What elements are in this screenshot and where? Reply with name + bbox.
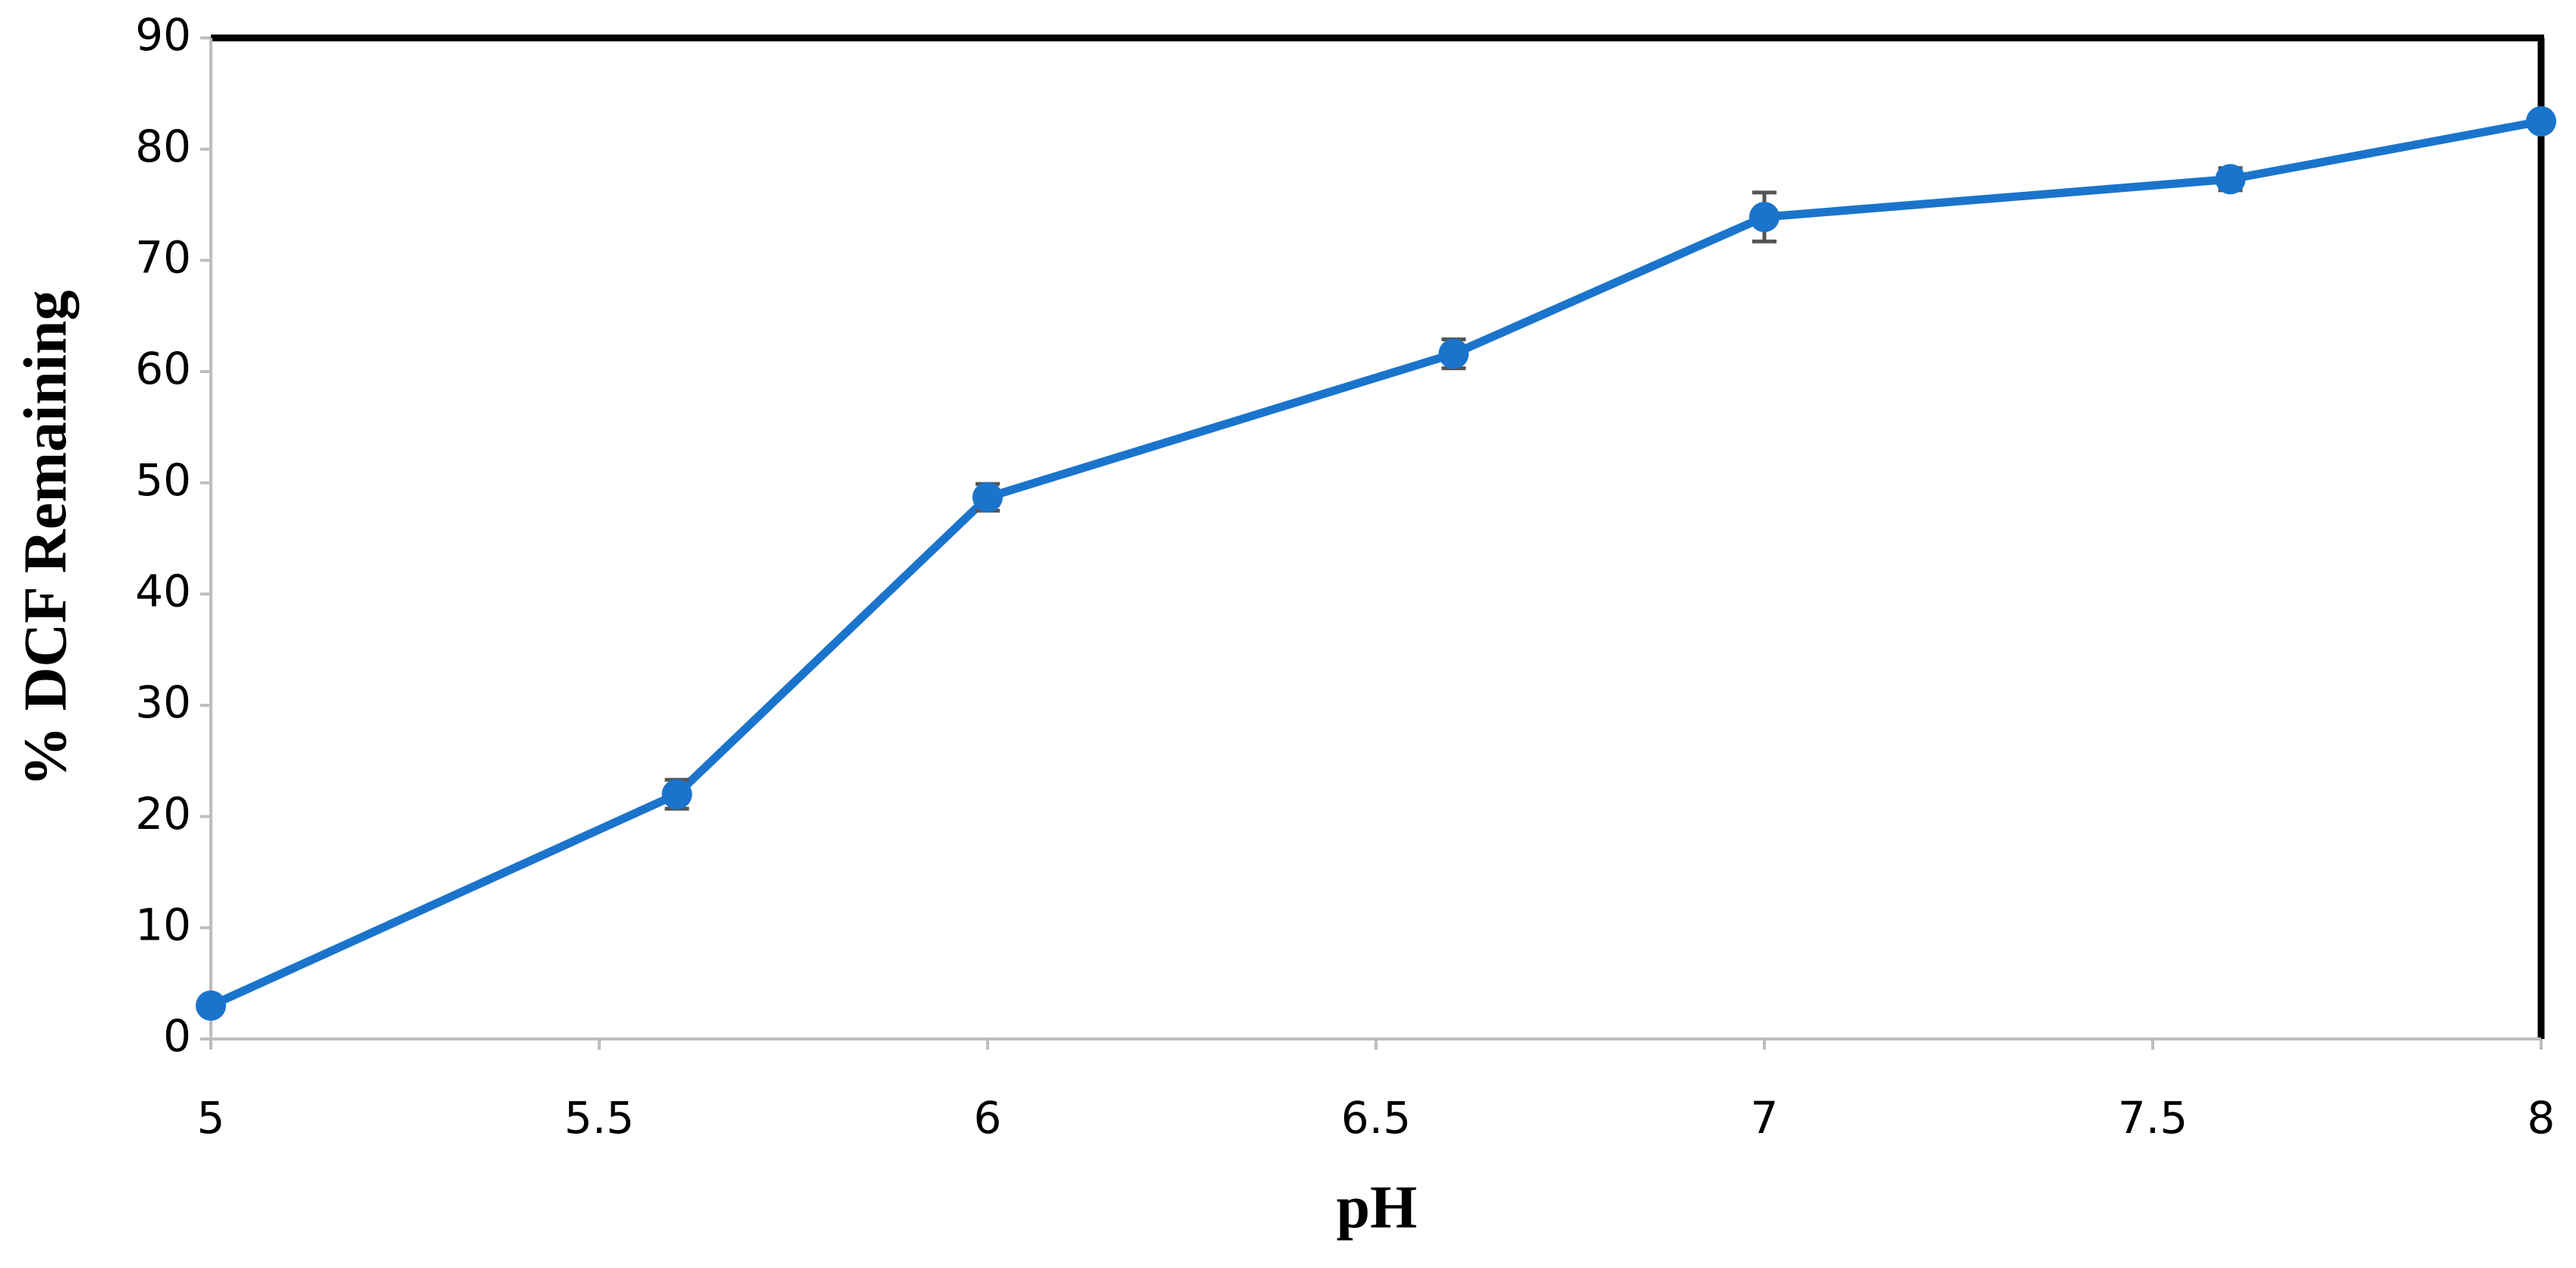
y-tick-label: 80 [135,121,191,172]
data-point [2215,164,2246,195]
data-point [661,779,693,810]
x-tick-label: 5.5 [564,1092,634,1144]
x-tick-label: 6 [974,1092,1002,1144]
data-point [1749,202,1780,233]
x-tick-label: 5 [197,1092,225,1144]
x-tick-label: 7 [1751,1092,1779,1144]
y-tick-label: 10 [135,899,191,950]
data-point [1438,338,1469,369]
data-point [972,482,1003,513]
x-tick-label: 7.5 [2118,1092,2188,1144]
data-point [2526,106,2556,137]
x-tick-label: 8 [2527,1092,2556,1144]
x-tick-label: 6.5 [1341,1092,1411,1144]
y-tick-label: 30 [135,676,191,728]
y-axis-title: % DCF Remaining [12,290,79,787]
y-tick-label: 20 [135,788,191,840]
y-tick-label: 0 [163,1010,191,1062]
y-tick-label: 90 [135,9,191,61]
x-axis-title: pH [1337,1174,1418,1241]
y-tick-label: 60 [135,343,191,394]
y-tick-label: 50 [135,454,191,506]
series-line [209,117,2543,1010]
y-tick-label: 40 [135,565,191,617]
y-tick-label: 70 [135,231,191,283]
data-point [196,990,226,1021]
